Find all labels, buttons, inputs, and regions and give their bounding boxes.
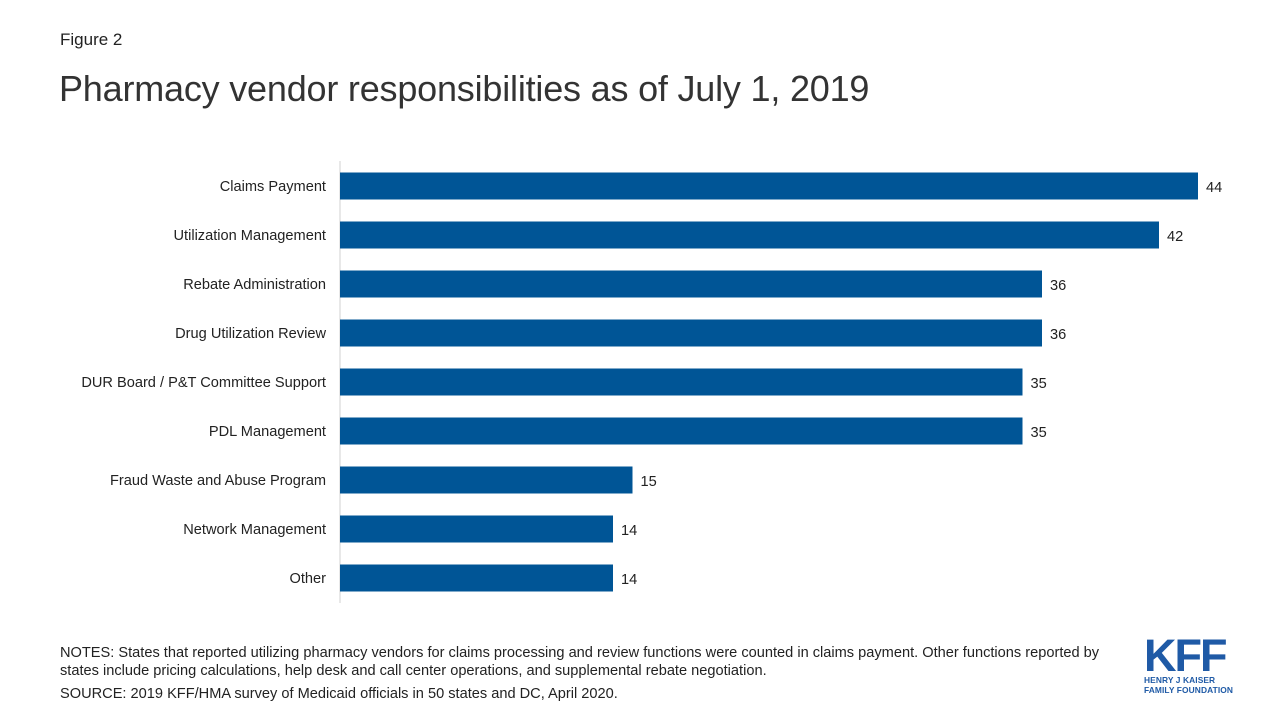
bar <box>340 270 1042 298</box>
chart-source: SOURCE: 2019 KFF/HMA survey of Medicaid … <box>60 686 618 702</box>
bar <box>340 466 633 494</box>
category-label: Network Management <box>183 522 326 538</box>
bar <box>340 515 613 543</box>
category-label: Other <box>290 571 327 587</box>
logo-line-2: FAMILY FOUNDATION <box>1144 684 1234 695</box>
value-label: 35 <box>1031 376 1047 392</box>
category-label: Rebate Administration <box>183 277 326 293</box>
value-label: 15 <box>641 474 657 490</box>
value-label: 36 <box>1050 327 1066 343</box>
value-label: 42 <box>1167 229 1183 245</box>
logo-line-1: HENRY J KAISER <box>1144 675 1216 685</box>
bar <box>340 564 613 592</box>
category-label: DUR Board / P&T Committee Support <box>81 375 326 391</box>
bar-chart: Claims Payment 44 Utilization Management 42… <box>81 161 1222 603</box>
category-label: Utilization Management <box>173 228 326 244</box>
logo-wordmark: KFF <box>1144 630 1227 681</box>
chart-notes: NOTES: States that reported utilizing ph… <box>60 645 1100 679</box>
category-label: Fraud Waste and Abuse Program <box>110 473 326 489</box>
bar <box>340 172 1198 200</box>
bar <box>340 368 1023 396</box>
category-label: Claims Payment <box>220 179 326 195</box>
chart-title: Pharmacy vendor responsibilities as of J… <box>59 68 870 109</box>
value-label: 14 <box>621 523 637 539</box>
value-label: 44 <box>1206 180 1222 196</box>
bar <box>340 319 1042 347</box>
figure-label: Figure 2 <box>60 30 123 49</box>
bar <box>340 221 1159 249</box>
value-label: 36 <box>1050 278 1066 294</box>
category-label: Drug Utilization Review <box>175 326 326 342</box>
value-label: 35 <box>1031 425 1047 441</box>
kff-logo: KFF HENRY J KAISER FAMILY FOUNDATION <box>1144 630 1238 695</box>
category-label: PDL Management <box>209 424 326 440</box>
bar <box>340 417 1023 445</box>
value-label: 14 <box>621 572 637 588</box>
